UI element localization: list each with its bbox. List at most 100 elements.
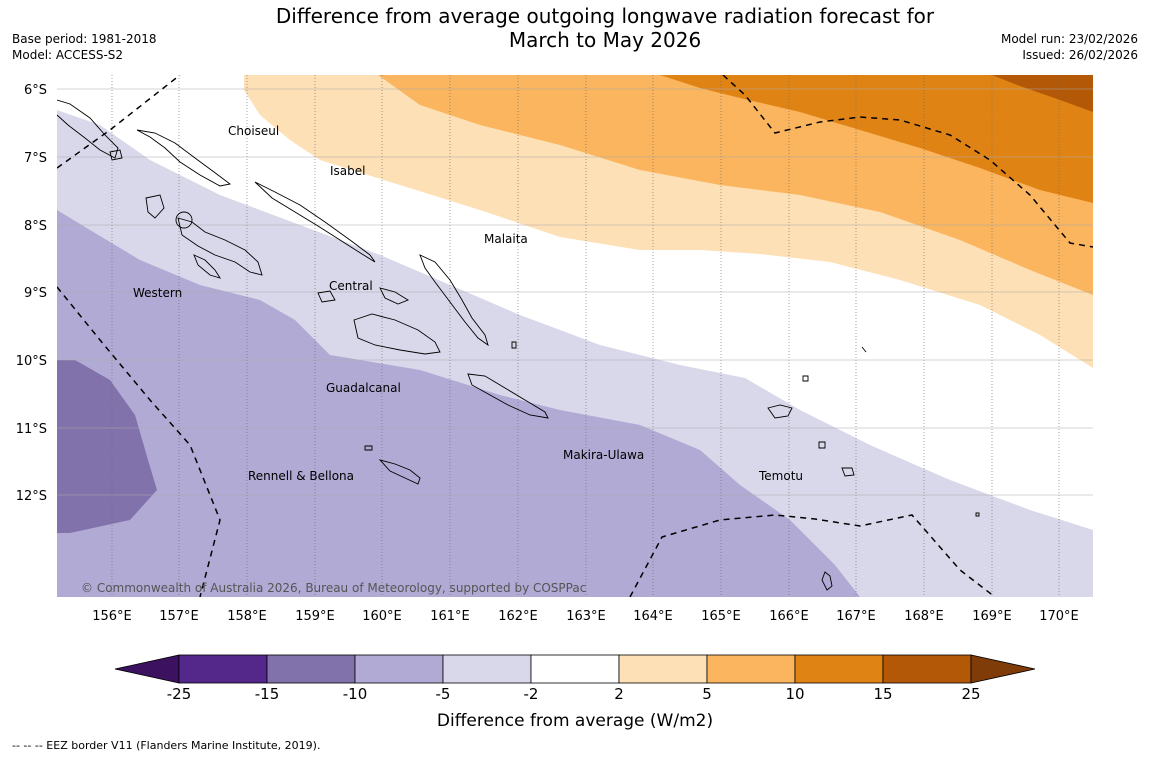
island-choiseul: [136, 129, 232, 187]
colorbar-tick: -10: [343, 685, 368, 703]
band-plus15-plus25: [992, 75, 1093, 112]
islands: [57, 99, 980, 591]
island-ulawa: [511, 341, 517, 349]
lon-label: 163°E: [566, 609, 606, 624]
model-run: Model run: 23/02/2026: [1000, 32, 1138, 46]
colorbar-tick: 2: [614, 685, 624, 703]
island-tikopia: [821, 571, 833, 591]
label-temotu: Temotu: [758, 469, 803, 483]
colorbar-tick: -5: [436, 685, 451, 703]
eez-footnote: -- -- -- EEZ border V11 (Flanders Marine…: [12, 739, 321, 752]
lat-label: 6°S: [24, 83, 47, 98]
island-new-georgia: [177, 217, 263, 276]
colorbar-tick: -15: [255, 685, 280, 703]
colorbar-swatch: [266, 654, 356, 684]
island-santa-isabel: [254, 181, 376, 263]
map-area: Choiseul Isabel Malaita Western Central …: [57, 75, 1093, 597]
latitude-lines: [57, 88, 1093, 496]
island-shortland: [109, 149, 123, 161]
lon-label: 169°E: [972, 609, 1012, 624]
colorbar-swatch: [882, 654, 972, 684]
map-title: Difference from average outgoing longwav…: [200, 4, 1010, 52]
colorbar-swatch: [442, 654, 532, 684]
island-santa-cruz: [767, 404, 793, 419]
island-reef-islands: [802, 375, 809, 382]
island-anuta: [975, 512, 980, 517]
island-rendova: [193, 254, 222, 279]
lon-label: 164°E: [633, 609, 673, 624]
colorbar-swatch: [354, 654, 444, 684]
island-bellona: [364, 445, 373, 451]
lat-label: 7°S: [24, 151, 47, 166]
title-line-1: Difference from average outgoing longwav…: [275, 4, 935, 28]
lat-label: 8°S: [24, 219, 47, 234]
lon-label: 162°E: [498, 609, 538, 624]
graticule: [111, 75, 1060, 597]
label-isabel: Isabel: [330, 164, 365, 178]
colorbar-ticks: -25 -15 -10 -5 -2 2 5 10 15 25: [167, 685, 981, 703]
lon-label: 160°E: [362, 609, 402, 624]
lon-label: 156°E: [92, 609, 132, 624]
island-makira: [467, 373, 549, 419]
copyright-notice: © Commonwealth of Australia 2026, Bureau…: [81, 581, 586, 595]
colorbar-tick: 10: [785, 685, 804, 703]
meta-left: Base period: 1981-2018 Model: ACCESS-S2: [12, 31, 157, 63]
colorbar-swatch: [178, 654, 268, 684]
lon-labels: 156°E 157°E 158°E 159°E 160°E 161°E 162°…: [92, 609, 1079, 624]
island-rennell: [378, 459, 421, 485]
label-central: Central: [329, 279, 373, 293]
lon-label: 168°E: [904, 609, 944, 624]
colorbar-arrow-low: [114, 654, 180, 684]
lon-label: 167°E: [836, 609, 876, 624]
lon-label: 161°E: [430, 609, 470, 624]
eez-border: [57, 75, 1093, 597]
colorbar-swatch: [794, 654, 884, 684]
model-name: Model: ACCESS-S2: [12, 48, 124, 62]
issued-date: Issued: 26/02/2026: [1022, 48, 1138, 62]
meta-right: Model run: 23/02/2026 Issued: 26/02/2026: [1001, 31, 1138, 63]
band-minus15-minus10: [57, 360, 157, 533]
band-plus10-plus15: [660, 75, 1093, 203]
label-guadalcanal: Guadalcanal: [326, 381, 401, 395]
colorbar-swatch: [530, 654, 620, 684]
lat-label: 10°S: [16, 354, 47, 369]
label-malaita: Malaita: [484, 232, 528, 246]
band-minus10-minus5: [57, 210, 860, 597]
island-vella-lavella: [145, 194, 165, 219]
island-kolombangara: [175, 211, 193, 229]
base-period: Base period: 1981-2018: [12, 32, 157, 46]
label-choiseul: Choiseul: [228, 124, 279, 138]
title-line-2: March to May 2026: [508, 28, 702, 52]
lon-label: 166°E: [769, 609, 809, 624]
island-duff: [861, 346, 867, 353]
island-bougainville: [57, 99, 119, 159]
province-labels: Choiseul Isabel Malaita Western Central …: [133, 124, 803, 483]
label-makira-ulawa: Makira-Ulawa: [563, 448, 644, 462]
colorbar-swatch: [618, 654, 708, 684]
island-vanikoro: [841, 467, 855, 477]
lon-label: 159°E: [295, 609, 335, 624]
island-florida: [379, 287, 409, 305]
label-rennell-bellona: Rennell & Bellona: [248, 469, 354, 483]
lon-label: 157°E: [159, 609, 199, 624]
lon-label: 170°E: [1039, 609, 1079, 624]
lat-label: 12°S: [16, 489, 47, 504]
colorbar-tick: 5: [702, 685, 712, 703]
island-russell: [317, 290, 336, 303]
lat-label: 11°S: [16, 422, 47, 437]
colorbar-tick: -25: [167, 685, 192, 703]
colorbar-tick: 25: [961, 685, 980, 703]
island-guadalcanal: [353, 313, 441, 355]
lat-labels: 6°S 7°S 8°S 9°S 10°S 11°S 12°S: [16, 83, 47, 504]
lon-label: 165°E: [701, 609, 741, 624]
colorbar-arrow-high: [970, 654, 1036, 684]
label-western: Western: [133, 286, 182, 300]
island-malaita: [419, 254, 489, 347]
lon-label: 158°E: [227, 609, 267, 624]
colorbar-tick: 15: [873, 685, 892, 703]
colorbar-swatch: [706, 654, 796, 684]
colorbar-tick: -2: [524, 685, 539, 703]
lat-label: 9°S: [24, 286, 47, 301]
colorbar: [114, 654, 1036, 684]
